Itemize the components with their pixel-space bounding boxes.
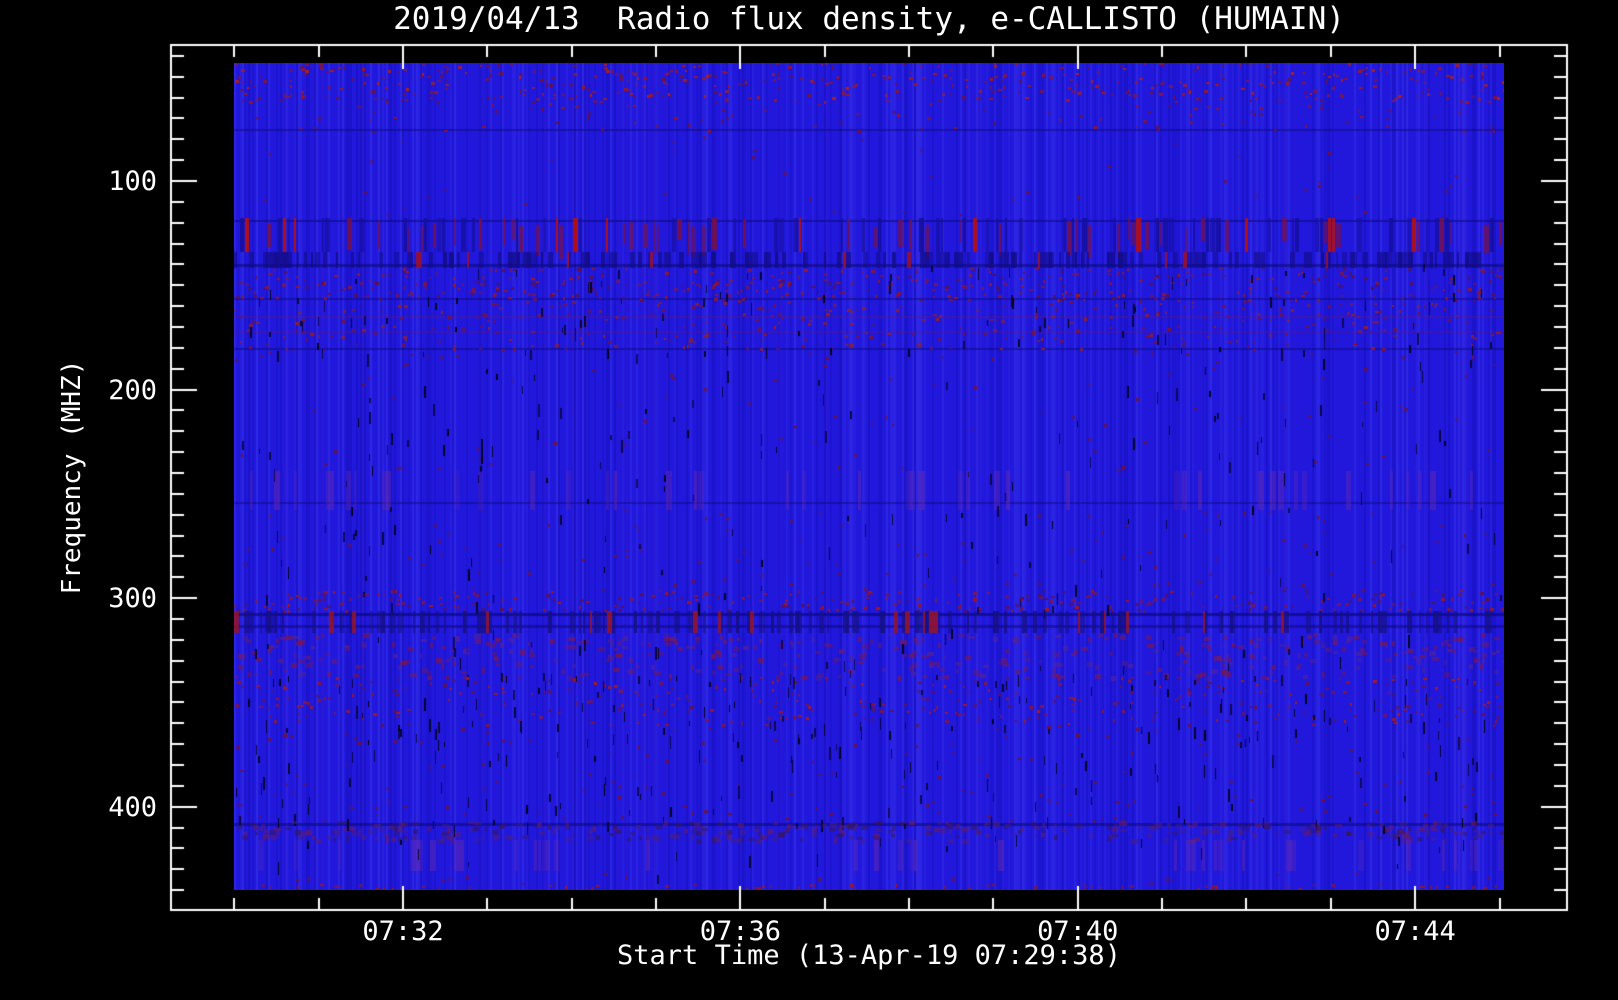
x-tick-label: 07:40 [1037, 916, 1119, 947]
x-tick-labels: 07:32 07:36 07:40 07:44 [0, 918, 1618, 948]
y-tick-label: 200 [108, 374, 157, 406]
x-tick-label: 07:32 [362, 916, 444, 947]
y-tick-labels: 100 200 300 400 [0, 0, 157, 1000]
plot-title: 2019/04/13 Radio flux density, e-CALLIST… [393, 1, 1345, 37]
y-tick-label: 100 [108, 165, 157, 197]
x-tick-label: 07:36 [699, 916, 781, 947]
spectrogram-heatmap [234, 63, 1504, 890]
y-tick-label: 300 [108, 583, 157, 615]
x-tick-label: 07:44 [1374, 916, 1456, 947]
x-axis-label: Start Time (13-Apr-19 07:29:38) [617, 940, 1121, 971]
y-tick-label: 400 [108, 791, 157, 823]
